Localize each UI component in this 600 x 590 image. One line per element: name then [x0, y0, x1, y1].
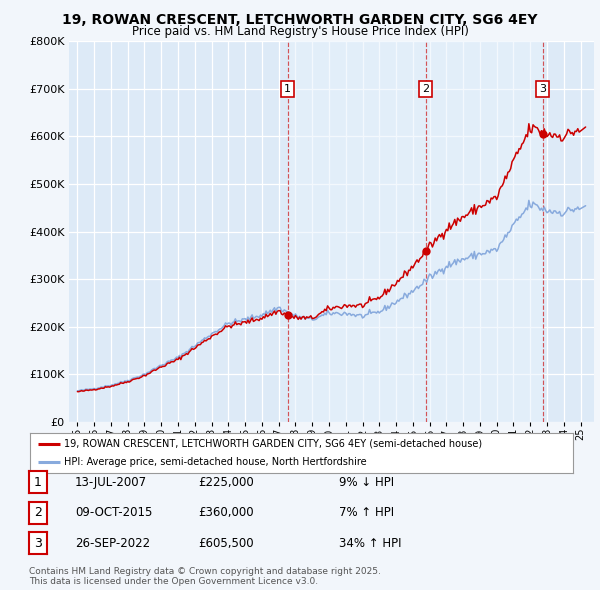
- Text: 3: 3: [539, 84, 546, 94]
- Text: 09-OCT-2015: 09-OCT-2015: [75, 506, 152, 519]
- Bar: [287, 41, 542, 422]
- Text: 7% ↑ HPI: 7% ↑ HPI: [339, 506, 394, 519]
- Text: Price paid vs. HM Land Registry's House Price Index (HPI): Price paid vs. HM Land Registry's House …: [131, 25, 469, 38]
- Text: 19, ROWAN CRESCENT, LETCHWORTH GARDEN CITY, SG6 4EY: 19, ROWAN CRESCENT, LETCHWORTH GARDEN CI…: [62, 13, 538, 27]
- Text: 26-SEP-2022: 26-SEP-2022: [75, 537, 150, 550]
- Text: £225,000: £225,000: [198, 476, 254, 489]
- Text: Contains HM Land Registry data © Crown copyright and database right 2025.
This d: Contains HM Land Registry data © Crown c…: [29, 567, 380, 586]
- Text: £360,000: £360,000: [198, 506, 254, 519]
- Text: 34% ↑ HPI: 34% ↑ HPI: [339, 537, 401, 550]
- Text: 3: 3: [34, 537, 42, 550]
- Text: 9% ↓ HPI: 9% ↓ HPI: [339, 476, 394, 489]
- Text: £605,500: £605,500: [198, 537, 254, 550]
- Text: 1: 1: [284, 84, 291, 94]
- Text: 19, ROWAN CRESCENT, LETCHWORTH GARDEN CITY, SG6 4EY (semi-detached house): 19, ROWAN CRESCENT, LETCHWORTH GARDEN CI…: [64, 439, 482, 449]
- Text: HPI: Average price, semi-detached house, North Hertfordshire: HPI: Average price, semi-detached house,…: [64, 457, 366, 467]
- Text: 2: 2: [422, 84, 430, 94]
- Text: 2: 2: [34, 506, 42, 519]
- Text: 13-JUL-2007: 13-JUL-2007: [75, 476, 147, 489]
- Text: 1: 1: [34, 476, 42, 489]
